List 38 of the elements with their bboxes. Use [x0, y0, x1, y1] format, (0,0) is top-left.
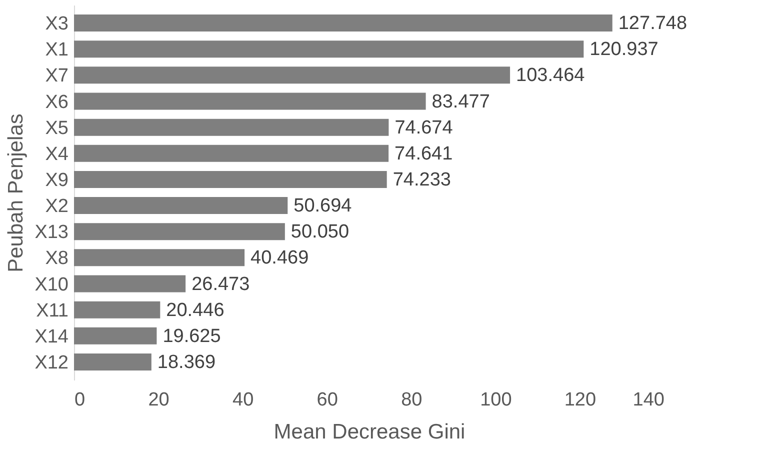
- y-tick-label: X4: [45, 144, 69, 165]
- y-tick-label: X2: [45, 196, 68, 218]
- y-axis-title: Peubah Penjelas: [4, 114, 28, 272]
- data-label: 74.674: [394, 117, 454, 138]
- y-tick-label: X12: [34, 352, 68, 374]
- x-tick-label: 120: [564, 390, 596, 410]
- y-tick-label: X10: [34, 274, 68, 296]
- y-tick-label: X8: [45, 248, 68, 270]
- data-label: 19.625: [162, 326, 221, 347]
- x-tick-label: 100: [480, 390, 512, 410]
- x-tick-label: 140: [632, 390, 664, 410]
- data-label: 74.233: [392, 169, 451, 190]
- data-label: 40.469: [250, 248, 309, 269]
- data-label: 103.464: [516, 65, 586, 86]
- y-tick-label: X9: [45, 170, 68, 191]
- data-label: 50.694: [294, 196, 352, 217]
- y-tick-label: X3: [45, 14, 68, 35]
- y-tick-label: X5: [45, 118, 68, 139]
- y-tick-label: X14: [34, 326, 69, 348]
- x-tick-label: 0: [74, 390, 86, 410]
- data-label: 127.748: [618, 13, 688, 34]
- x-tick-label: 20: [148, 390, 170, 410]
- data-label: 74.641: [394, 143, 453, 164]
- data-label: 20.446: [166, 300, 224, 321]
- x-tick-label: 80: [401, 390, 422, 410]
- data-label: 120.937: [590, 39, 658, 60]
- y-tick-label: X7: [45, 66, 68, 87]
- data-label: 26.473: [192, 274, 250, 295]
- x-axis-title: Mean Decrease Gini: [274, 420, 466, 444]
- data-label: 18.369: [157, 352, 216, 373]
- y-tick-label: X1: [45, 40, 68, 61]
- x-tick-label: 60: [316, 390, 338, 410]
- x-tick-label: 40: [232, 390, 254, 410]
- y-tick-label: X6: [45, 92, 68, 113]
- y-tick-label: X11: [36, 300, 68, 322]
- y-tick-label: X13: [34, 222, 68, 244]
- data-label: 83.477: [432, 91, 490, 112]
- data-label: 50.050: [290, 222, 350, 243]
